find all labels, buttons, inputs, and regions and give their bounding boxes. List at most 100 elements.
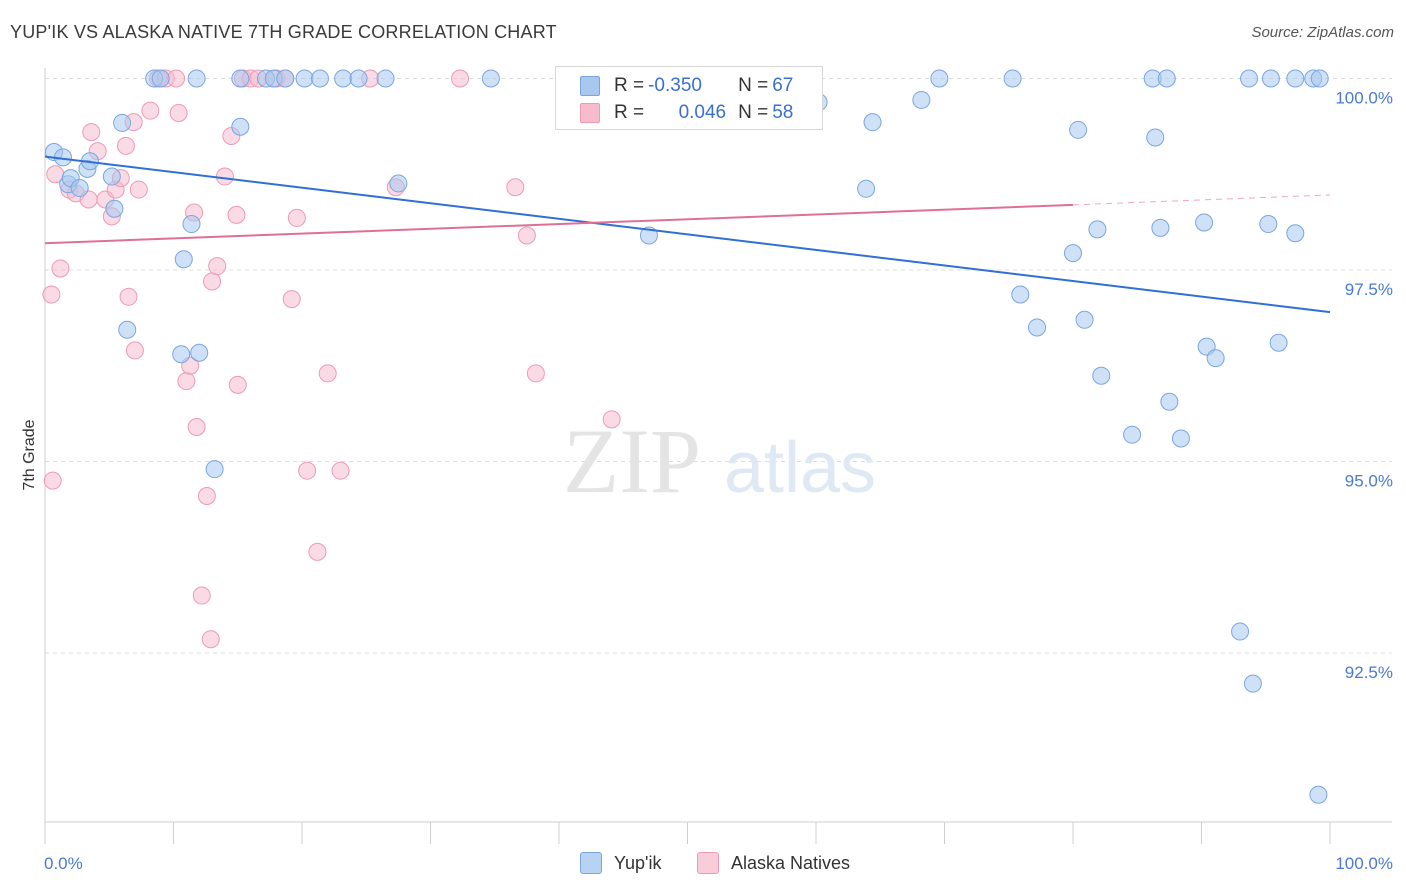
yupik-point	[182, 215, 201, 234]
watermark: ZIP atlas	[563, 410, 876, 512]
alaska-natives-point	[42, 285, 61, 304]
yupik-point	[376, 69, 395, 88]
legend-r-value: 0.046	[678, 102, 727, 123]
yupik-point	[231, 69, 250, 88]
alaska-natives-points	[42, 69, 674, 649]
yupik-point	[231, 117, 250, 136]
yupik-point	[190, 343, 209, 362]
yupik-point	[1146, 128, 1165, 147]
yupik-point	[1028, 318, 1047, 337]
yupik-point	[1261, 69, 1280, 88]
legend-r-value: -0.350	[648, 75, 702, 96]
yupik-point	[1286, 69, 1305, 88]
legend-r-label: R =	[614, 75, 645, 96]
y-axis-label: 7th Grade	[21, 419, 38, 490]
yupik-point	[863, 113, 882, 132]
yupik-point	[113, 113, 132, 132]
yupik-point	[276, 69, 295, 88]
alaska-natives-point	[318, 364, 337, 383]
legend-item-yupik[interactable]: Yup'ik	[580, 852, 661, 874]
alaska-natives-point	[129, 180, 148, 199]
alaska-natives-point	[177, 372, 196, 391]
alaska-natives-point	[201, 630, 220, 649]
watermark-zip: ZIP	[563, 410, 701, 512]
alaska-natives-point	[82, 123, 101, 142]
yupik-point	[334, 69, 353, 88]
yupik-point	[930, 69, 949, 88]
alaska-natives-point	[506, 178, 525, 197]
yupik-point	[1069, 120, 1088, 139]
yupik-point	[1206, 349, 1225, 368]
alaska-natives-point	[187, 418, 206, 437]
legend-item-alaska-natives[interactable]: Alaska Natives	[697, 852, 850, 874]
alaska-natives-point	[192, 586, 211, 605]
yupik-point	[857, 179, 876, 198]
yupik-point	[1157, 69, 1176, 88]
y-tick-label: 92.5%	[1345, 663, 1393, 682]
legend-swatch-alaska-natives	[697, 852, 719, 874]
yupik-point	[1064, 244, 1082, 263]
legend-label-alaska-natives: Alaska Natives	[731, 852, 851, 873]
alaska-natives-point	[203, 272, 222, 291]
yupik-point	[481, 69, 500, 88]
alaska-natives-trend-extension	[1072, 194, 1331, 206]
yupik-point	[1269, 333, 1288, 352]
yupik-point	[187, 69, 206, 88]
legend-n-label: N =	[738, 75, 769, 96]
yupik-point	[1243, 674, 1262, 693]
yupik-points	[44, 69, 1329, 804]
yupik-point	[174, 250, 193, 269]
alaska-natives-point	[141, 101, 160, 120]
correlation-legend: R = -0.350 N = 67 R = 0.046 N = 58	[555, 66, 823, 130]
yupik-point	[1075, 310, 1094, 329]
yupik-point	[1151, 218, 1170, 237]
yupik-point	[1171, 429, 1190, 448]
alaska-natives-point	[119, 287, 138, 306]
x-tick-label-max: 100.0%	[1335, 854, 1393, 873]
yupik-point	[1286, 224, 1305, 243]
alaska-natives-point	[116, 136, 135, 155]
yupik-point	[1003, 69, 1022, 88]
legend-r-label: R =	[614, 102, 645, 123]
alaska-natives-point	[526, 364, 545, 383]
yupik-point	[349, 69, 368, 88]
watermark-atlas: atlas	[724, 428, 876, 508]
alaska-natives-point	[308, 542, 327, 561]
yupik-point	[295, 69, 314, 88]
yupik-point	[172, 345, 191, 364]
alaska-natives-point	[287, 208, 306, 227]
yupik-point	[912, 90, 931, 109]
y-tick-label: 95.0%	[1345, 472, 1393, 491]
yupik-point	[105, 199, 124, 218]
alaska-natives-point	[227, 205, 246, 224]
yupik-point	[1088, 220, 1107, 239]
y-tick-label: 100.0%	[1335, 89, 1393, 108]
axes	[44, 68, 1392, 844]
trend-lines	[44, 155, 1331, 314]
alaska-natives-point	[298, 461, 317, 480]
alaska-natives-point	[169, 103, 188, 122]
yupik-point	[639, 226, 658, 245]
yupik-point	[1309, 785, 1328, 804]
yupik-point	[1195, 213, 1214, 232]
yupik-point	[310, 69, 329, 88]
yupik-point	[151, 69, 170, 88]
alaska-natives-trend-line	[44, 203, 1074, 245]
yupik-point	[70, 179, 89, 198]
yupik-point	[205, 460, 224, 479]
legend-n-label: N =	[738, 102, 769, 123]
yupik-point	[1123, 425, 1142, 444]
alaska-natives-point	[282, 290, 301, 309]
legend-n-value: 58	[772, 102, 794, 123]
tick-labels: 92.5% 95.0% 97.5% 100.0% 0.0% 100.0%	[44, 89, 1393, 874]
yupik-point	[102, 167, 121, 186]
legend-n-value: 67	[772, 75, 794, 96]
alaska-natives-point	[125, 341, 144, 360]
alaska-natives-point	[43, 471, 62, 490]
yupik-point	[1092, 366, 1111, 385]
yupik-point	[118, 320, 137, 339]
yupik-point	[1259, 215, 1278, 234]
x-tick-label-min: 0.0%	[44, 854, 83, 873]
alaska-natives-point	[602, 410, 621, 429]
